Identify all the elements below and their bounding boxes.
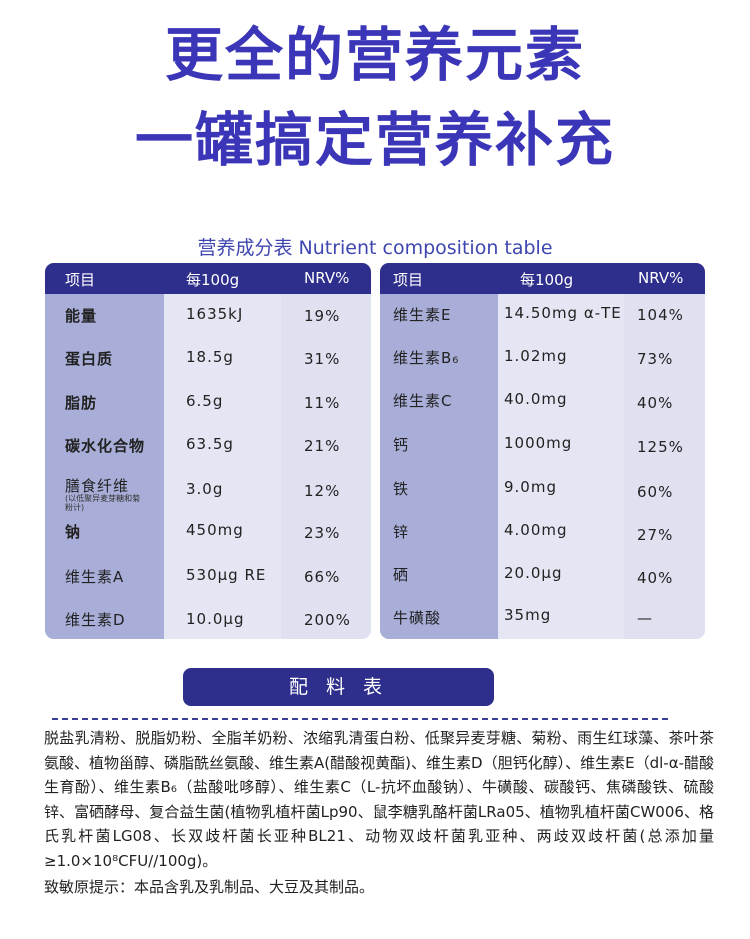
header-per100g: 每100g [186,271,240,289]
ingredients-title: 配 料 表 [183,668,494,706]
item-column-bg [45,263,164,639]
table-row: 维生素A 530μg RE 66% [45,565,371,608]
nutrient-nrv: 40% [637,394,674,412]
table-header: 项目 每100g NRV% [45,263,371,294]
table-row: 牛磺酸 35mg — [380,605,705,639]
table-row: 铁 9.0mg 60% [380,477,705,520]
nutrition-table-left: 项目 每100g NRV% 能量 1635kJ 19% 蛋白质 18.5g 31… [45,263,371,639]
nutrition-table-right: 项目 每100g NRV% 维生素E 14.50mg α-TE 104% 维生素… [380,263,705,639]
table-row: 维生素C 40.0mg 40% [380,389,705,432]
nutrient-nrv: 40% [637,569,674,587]
nutrient-nrv: 11% [304,394,341,412]
nutrient-value: 1000mg [504,434,573,452]
header-nrv: NRV% [638,269,684,287]
nutrient-note: (以低聚异麦芽糖和菊粉计) [65,494,141,513]
table-row: 脂肪 6.5g 11% [45,391,371,434]
nutrient-name: 脂肪 [65,394,98,412]
nutrient-value: 530μg RE [186,566,267,584]
nutrient-value: 1.02mg [504,347,568,365]
header-nrv: NRV% [304,269,350,287]
nutrient-name: 硒 [393,566,410,584]
nutrient-nrv: 12% [304,482,341,500]
nutrient-value: 1635kJ [186,305,244,323]
nutrient-name: 维生素D [65,611,126,629]
table-row: 蛋白质 18.5g 31% [45,347,371,390]
ingredients-text: 脱盐乳清粉、脱脂奶粉、全脂羊奶粉、浓缩乳清蛋白粉、低聚异麦芽糖、菊粉、雨生红球藻… [44,729,714,870]
nutrient-nrv: 19% [304,307,341,325]
nutrient-name: 锌 [393,523,410,541]
dashed-divider [52,718,668,720]
nutrient-nrv: 200% [304,611,351,629]
table-row: 维生素B₆ 1.02mg 73% [380,346,705,389]
item-column-bg [380,263,498,639]
nutrient-name: 铁 [393,480,410,498]
nutrient-value: 10.0μg [186,610,245,628]
nutrient-name: 维生素E [393,306,452,324]
table-row: 锌 4.00mg 27% [380,520,705,563]
nutrient-name: 能量 [65,307,98,325]
table-row: 硒 20.0μg 40% [380,563,705,606]
nutrient-value: 35mg [504,606,552,624]
nutrient-nrv: 125% [637,438,684,456]
headline-line-1: 更全的营养元素 [164,21,585,89]
nutrient-nrv: — [637,609,653,627]
nutrient-value: 9.0mg [504,478,557,496]
nutrient-value: 6.5g [186,392,224,410]
table-row: 维生素E 14.50mg α-TE 104% [380,303,705,346]
table-row: 钠 450mg 23% [45,520,371,563]
nutrient-value: 450mg [186,521,244,539]
table-row: 钙 1000mg 125% [380,433,705,476]
allergen-notice: 致敏原提示：本品含乳及乳制品、大豆及其制品。 [44,878,375,896]
nutrient-nrv: 31% [304,350,341,368]
nutrient-value: 40.0mg [504,390,568,408]
headline-line-2: 一罐搞定营养补充 [134,106,615,174]
table-row: 维生素D 10.0μg 200% [45,608,371,639]
nutrient-name: 钙 [393,436,410,454]
nutrient-nrv: 66% [304,568,341,586]
nutrient-name: 钠 [65,523,82,541]
nutrient-value: 3.0g [186,480,224,498]
nutrient-nrv: 23% [304,524,341,542]
nutrient-nrv: 60% [637,483,674,501]
nutrient-name: 碳水化合物 [65,437,146,455]
nutrient-value: 14.50mg α-TE [504,304,622,322]
table-row: 能量 1635kJ 19% [45,304,371,347]
nutrient-name: 维生素B₆ [393,349,460,367]
nutrient-name: 维生素A [65,568,125,586]
header-item: 项目 [65,271,96,289]
nutrient-nrv: 27% [637,526,674,544]
nutrient-name: 牛磺酸 [393,609,442,627]
nrv-column-bg [281,263,371,639]
nutrient-value: 4.00mg [504,521,568,539]
nutrient-name: 维生素C [393,392,453,410]
table-header: 项目 每100g NRV% [380,263,705,294]
nutrient-value: 18.5g [186,348,234,366]
nutrient-value: 63.5g [186,435,234,453]
nutrient-nrv: 104% [637,306,684,324]
table-row: 碳水化合物 63.5g 21% [45,434,371,477]
nutrient-name: 膳食纤维 [65,477,130,495]
nutrition-table-title: 营养成分表 Nutrient composition table [197,237,553,259]
nrv-column-bg [624,263,705,639]
nutrient-nrv: 73% [637,350,674,368]
table-row: 膳食纤维 (以低聚异麦芽糖和菊粉计) 3.0g 12% [45,475,371,525]
header-per100g: 每100g [520,271,574,289]
nutrient-name: 蛋白质 [65,350,114,368]
nutrient-value: 20.0μg [504,564,563,582]
nutrient-nrv: 21% [304,437,341,455]
header-item: 项目 [393,271,424,289]
